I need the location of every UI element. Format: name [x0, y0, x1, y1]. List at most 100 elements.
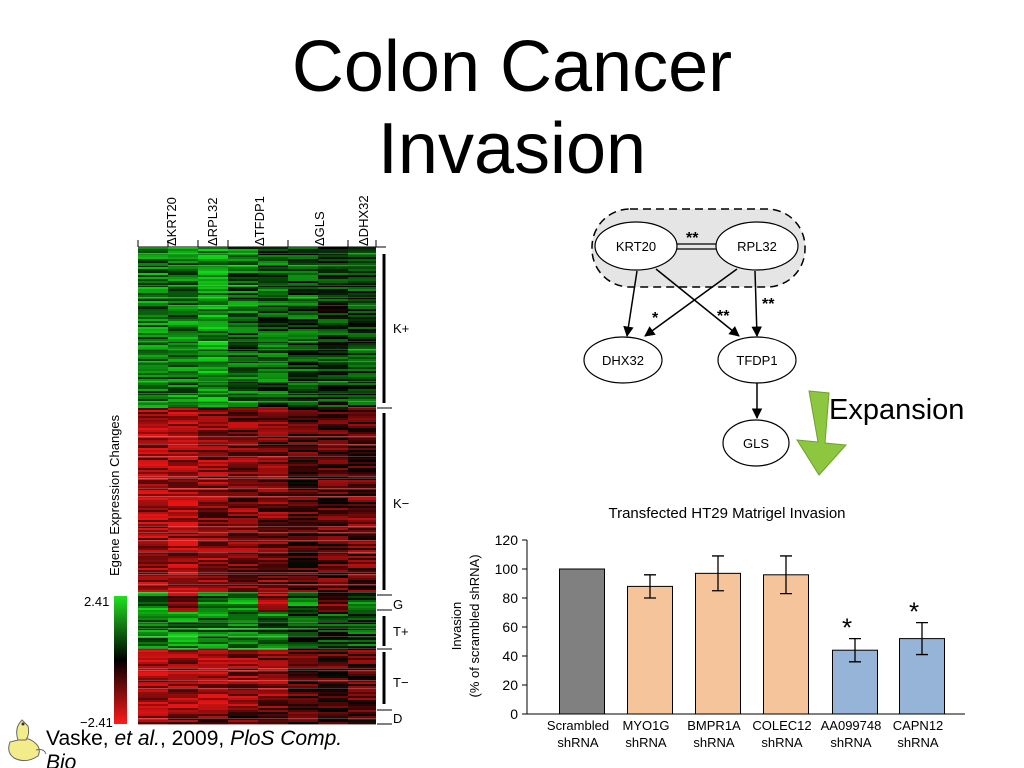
heatmap-cell: [318, 349, 348, 352]
heatmap-cell: [258, 556, 288, 559]
heatmap-cell: [168, 345, 198, 348]
heatmap-cell: [258, 720, 288, 723]
heatmap-cell: [168, 303, 198, 306]
heatmap-cell: [198, 452, 228, 455]
heatmap-cell: [198, 454, 228, 457]
heatmap-cell: [228, 369, 258, 372]
heatmap-cell: [198, 640, 228, 643]
heatmap-cell: [198, 484, 228, 487]
heatmap-cell: [198, 293, 228, 296]
heatmap-cell: [258, 660, 288, 663]
heatmap-cell: [138, 283, 168, 286]
heatmap-cell: [228, 285, 258, 288]
heatmap-cell: [138, 335, 168, 338]
heatmap-cell: [318, 602, 348, 605]
heatmap-cell: [258, 474, 288, 477]
heatmap-cell: [258, 353, 288, 356]
heatmap-cell: [258, 343, 288, 346]
heatmap-cell: [228, 696, 258, 699]
heatmap-cell: [318, 700, 348, 703]
heatmap-cell: [288, 674, 318, 677]
heatmap-cell: [288, 550, 318, 553]
heatmap-cell: [168, 576, 198, 579]
heatmap-cell: [348, 438, 376, 441]
heatmap-cell: [288, 678, 318, 681]
heatmap-cell: [168, 331, 198, 334]
heatmap-cell: [228, 365, 258, 368]
heatmap-cell: [198, 504, 228, 507]
heatmap-cell: [258, 614, 288, 617]
heatmap-cell: [228, 279, 258, 282]
heatmap-cell: [138, 688, 168, 691]
heatmap-cell: [288, 634, 318, 637]
heatmap-row-divider: [138, 444, 376, 445]
heatmap-cell: [138, 357, 168, 360]
heatmap-cell: [348, 325, 376, 328]
heatmap-cell: [138, 359, 168, 362]
heatmap-cell: [138, 301, 168, 304]
heatmap-cell: [318, 576, 348, 579]
heatmap-cell: [168, 319, 198, 322]
heatmap-cell: [258, 688, 288, 691]
heatmap-cell: [198, 403, 228, 406]
heatmap-cell: [258, 263, 288, 266]
heatmap-cell: [318, 498, 348, 501]
heatmap-cell: [168, 355, 198, 358]
heatmap-cell: [168, 249, 198, 252]
heatmap-cell: [228, 488, 258, 491]
heatmap-cell: [228, 634, 258, 637]
heatmap-cell: [288, 275, 318, 278]
heatmap-cell: [198, 313, 228, 316]
heatmap-cell: [348, 606, 376, 609]
heatmap-cell: [258, 514, 288, 517]
heatmap-cell: [138, 566, 168, 569]
heatmap-cell: [198, 576, 228, 579]
heatmap-cell: [138, 353, 168, 356]
heatmap-cell: [258, 369, 288, 372]
heatmap-cell: [138, 267, 168, 270]
significance-star: *: [909, 597, 919, 627]
heatmap-cell: [348, 436, 376, 439]
heatmap-cell: [258, 468, 288, 471]
heatmap-cell: [348, 267, 376, 270]
heatmap-cell: [288, 562, 318, 565]
heatmap-cell: [138, 285, 168, 288]
heatmap-cell: [348, 313, 376, 316]
heatmap-cell: [288, 333, 318, 336]
heatmap-cell: [288, 458, 318, 461]
heatmap-cell: [228, 281, 258, 284]
heatmap-cell: [258, 317, 288, 320]
heatmap-cell: [228, 414, 258, 417]
heatmap-cell: [198, 381, 228, 384]
heatmap-cell: [198, 606, 228, 609]
heatmap-cell: [348, 592, 376, 595]
heatmap-cell: [228, 628, 258, 631]
heatmap-cell: [258, 692, 288, 695]
heatmap-cell: [168, 383, 198, 386]
heatmap-cell: [138, 486, 168, 489]
heatmap-cell: [348, 560, 376, 563]
heatmap-cell: [348, 530, 376, 533]
heatmap-cell: [138, 299, 168, 302]
heatmap-cell: [228, 337, 258, 340]
heatmap-cell: [168, 307, 198, 310]
heatmap-cell: [348, 618, 376, 621]
heatmap-cell: [258, 604, 288, 607]
heatmap-cell: [348, 506, 376, 509]
heatmap-cell: [258, 327, 288, 330]
heatmap-cell: [228, 265, 258, 268]
heatmap-cell: [348, 333, 376, 336]
heatmap-cell: [168, 656, 198, 659]
heatmap-cell: [168, 530, 198, 533]
heatmap-cell: [138, 502, 168, 505]
heatmap-cell: [348, 371, 376, 374]
heatmap-cell: [288, 283, 318, 286]
heatmap-cell: [318, 478, 348, 481]
heatmap-cell: [198, 349, 228, 352]
heatmap-cell: [138, 662, 168, 665]
heatmap-cell: [138, 560, 168, 563]
heatmap-cell: [198, 393, 228, 396]
heatmap-cell: [348, 642, 376, 645]
heatmap-cell: [228, 438, 258, 441]
